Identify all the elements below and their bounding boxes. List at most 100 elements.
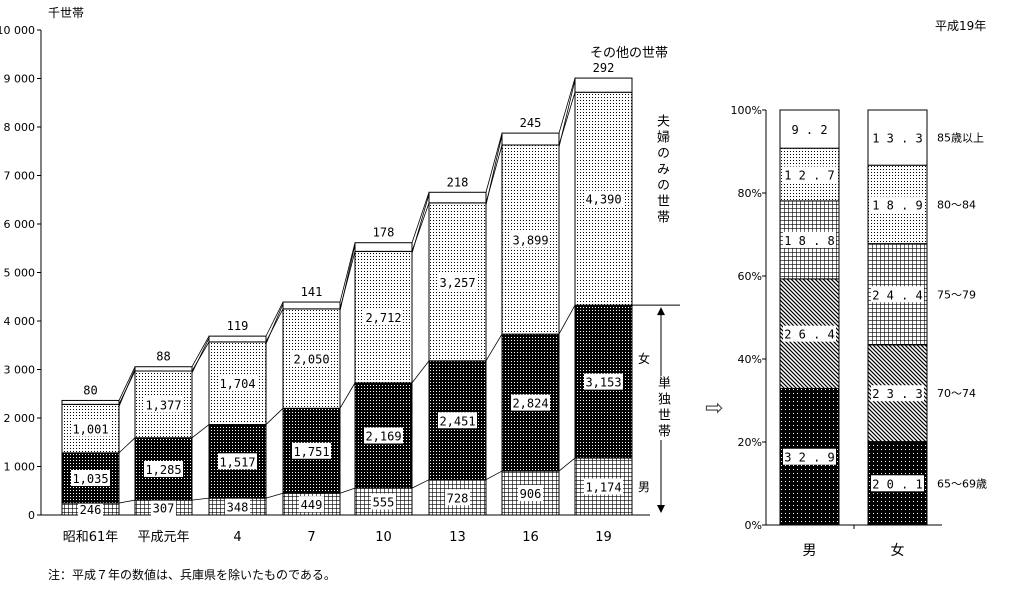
data-label-bg (584, 190, 623, 207)
pct-data-label: 1 8 . 8 (784, 234, 835, 248)
pct-data-label: 9 . 2 (791, 123, 827, 137)
pct-data-label: 2 4 . 4 (872, 288, 923, 302)
connector-line (558, 77, 576, 134)
data-label-other: 292 (593, 61, 615, 75)
bar-segment-3 (61, 399, 120, 405)
x-tick-label: 平成元年 (137, 530, 189, 545)
y-tick-label: 8 000 (4, 121, 36, 134)
data-label-bg (364, 427, 403, 444)
data-label: 348 (227, 501, 249, 515)
data-label-bg (144, 396, 183, 413)
x-tick-label: 16 (522, 530, 539, 545)
bar-segment-3 (428, 191, 487, 204)
right-y-tick-label: 80% (738, 187, 762, 200)
data-label-bg (438, 412, 477, 429)
connector-line (339, 487, 356, 494)
data-label-other: 88 (156, 350, 170, 364)
single-households-label: 単独世帯 (653, 376, 672, 440)
data-label-bg (71, 420, 110, 437)
connector-line (485, 470, 503, 481)
bar-segment-3 (354, 242, 413, 252)
data-label-bg (371, 493, 396, 510)
footnote: 注：平成７年の数値は、兵庫県を除いたものである。 (48, 568, 336, 582)
y-tick-label: 7 000 (4, 170, 36, 183)
pct-data-label-bg (871, 385, 924, 402)
data-label: 1,751 (293, 445, 329, 459)
y-tick-label: 5 000 (4, 267, 36, 280)
arrow-up-icon (657, 307, 665, 316)
connector-line (191, 337, 210, 374)
couple-households-label: 夫婦のみの世帯 (654, 114, 669, 226)
connector-line (265, 492, 284, 499)
right-x-tick-label: 女 (891, 542, 905, 559)
data-label: 2,712 (365, 311, 401, 325)
x-tick-label: 10 (375, 530, 392, 545)
pct-data-label: 3 2 . 9 (784, 451, 835, 465)
right-chart-title: 平成19年 (935, 19, 987, 33)
data-label-bg (78, 501, 103, 518)
data-label: 1,035 (72, 472, 108, 486)
connector-line (118, 499, 136, 504)
pct-data-label-bg (790, 121, 829, 138)
data-label-bg (218, 453, 257, 470)
y-tick-label: 1 000 (4, 461, 36, 474)
connector-line (411, 360, 430, 384)
connector-line (485, 133, 503, 193)
bar-segment-3 (134, 366, 193, 372)
data-label: 2,824 (512, 397, 548, 411)
data-label: 1,285 (145, 463, 181, 477)
data-label-bg (518, 485, 543, 502)
y-tick-label: 10 000 (0, 24, 35, 37)
data-label: 3,257 (439, 276, 475, 290)
data-label-other: 218 (447, 175, 469, 189)
connector-line (485, 135, 503, 205)
data-label: 2,050 (293, 353, 329, 367)
right-y-tick-label: 60% (738, 270, 762, 283)
pct-data-label-bg (783, 448, 836, 465)
data-label-bg (225, 498, 250, 515)
pct-data-label-bg (783, 325, 836, 342)
female-label: 女 (638, 352, 651, 366)
connector-line (411, 194, 430, 254)
pct-data-label-bg (871, 129, 924, 146)
data-label: 1,174 (585, 481, 621, 495)
connector-line (339, 242, 356, 303)
other-households-label: その他の世帯 (590, 46, 669, 61)
data-label-bg (299, 496, 324, 513)
y-tick-label: 4 000 (4, 315, 36, 328)
data-label-other: 141 (301, 285, 323, 299)
pct-data-label-bg (783, 231, 836, 248)
male-label: 男 (638, 480, 651, 494)
arrow-down-icon (657, 505, 665, 513)
pct-data-label-bg (871, 196, 924, 213)
data-label: 2,169 (365, 429, 401, 443)
connector-line (191, 424, 210, 439)
pct-data-label: 1 2 . 7 (784, 169, 835, 183)
data-label: 4,390 (585, 193, 621, 207)
data-label-bg (218, 375, 257, 392)
data-label: 449 (301, 498, 323, 512)
x-tick-label: 昭和61年 (63, 530, 119, 545)
right-y-tick-label: 0% (745, 519, 762, 532)
right-y-tick-label: 20% (738, 436, 762, 449)
age-group-label: 80～84 (937, 198, 976, 211)
connector-line (118, 366, 136, 401)
connector-line (191, 335, 210, 367)
connector-line (265, 301, 284, 337)
right-x-tick-label: 男 (803, 543, 817, 559)
data-label: 1,517 (219, 455, 255, 469)
data-label-bg (292, 350, 331, 367)
data-label: 728 (447, 491, 469, 505)
connector-line (411, 479, 430, 489)
y-tick-label: 2 000 (4, 412, 36, 425)
data-label: 555 (373, 496, 395, 510)
data-label-bg (151, 499, 176, 516)
pct-data-label-bg (871, 475, 924, 492)
data-label: 2,451 (439, 414, 475, 428)
data-label-other: 178 (373, 226, 395, 240)
data-label-bg (144, 460, 183, 477)
y-tick-label: 9 000 (4, 73, 36, 86)
pct-data-label: 1 3 . 3 (872, 132, 923, 146)
